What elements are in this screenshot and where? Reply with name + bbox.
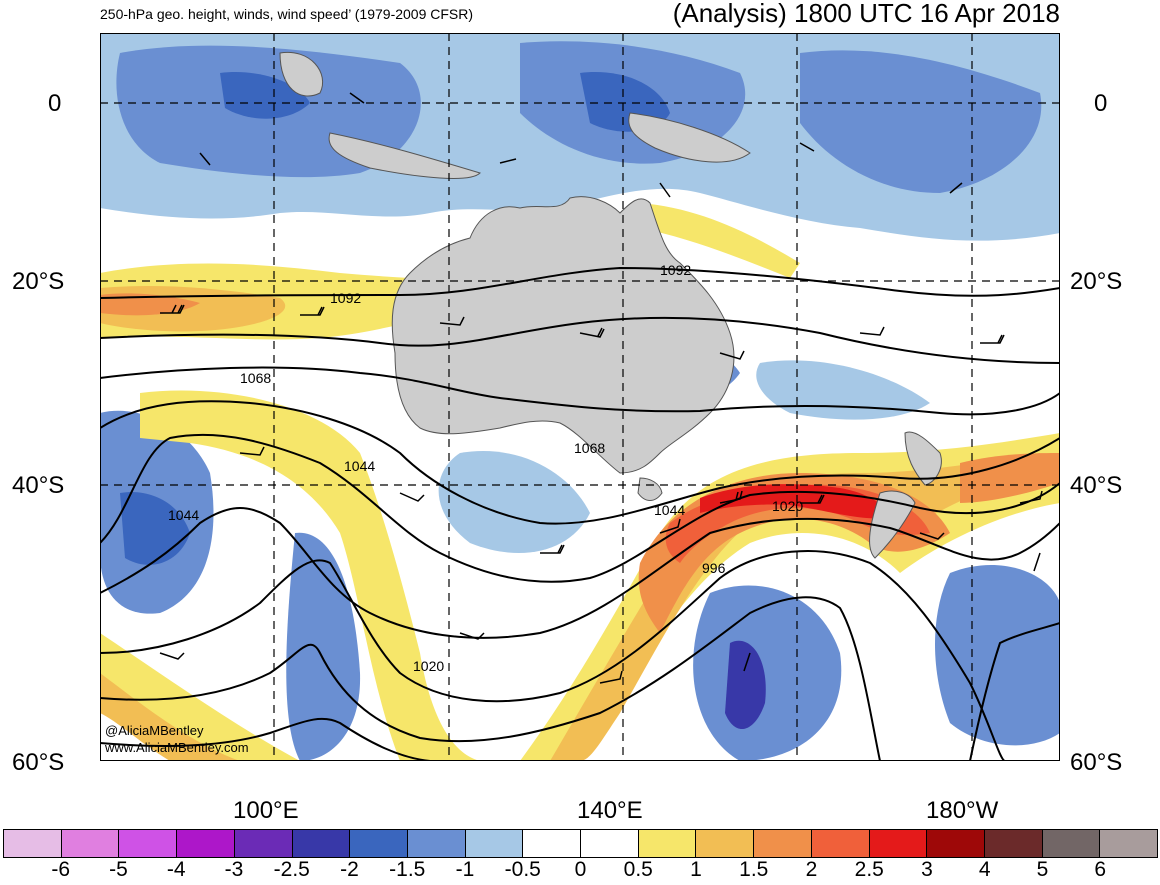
colorbar-segment bbox=[523, 830, 582, 857]
colorbar-segment bbox=[234, 830, 293, 857]
map-frame bbox=[100, 33, 1060, 761]
lat-label-left: 60°S bbox=[12, 749, 65, 776]
colorbar-segment bbox=[638, 830, 697, 857]
lat-label-right: 40°S bbox=[1070, 472, 1123, 499]
colorbar-segment bbox=[869, 830, 928, 857]
lon-label: 140°E bbox=[577, 797, 643, 824]
colorbar-tick-label: -5 bbox=[109, 858, 128, 881]
graticule bbox=[100, 33, 1060, 761]
colorbar-segment bbox=[292, 830, 351, 857]
colorbar-tick-label: 3 bbox=[921, 858, 933, 881]
chart-title: (Analysis) 1800 UTC 16 Apr 2018 bbox=[672, 0, 1060, 28]
colorbar-tick-label: 1.5 bbox=[739, 858, 769, 881]
lat-label-left: 40°S bbox=[12, 472, 65, 499]
wind-barbs bbox=[159, 92, 1043, 684]
contour-label: 1092 bbox=[330, 290, 361, 306]
colorbar-segment bbox=[4, 830, 62, 857]
colorbar-segment bbox=[177, 830, 235, 857]
lat-label-left: 20°S bbox=[12, 268, 65, 295]
land-masses bbox=[279, 51, 942, 559]
contour-label: 1068 bbox=[240, 370, 271, 386]
lat-label-right: 20°S bbox=[1070, 268, 1123, 295]
colorbar-segment bbox=[927, 830, 985, 857]
colorbar-segment bbox=[61, 830, 120, 857]
colorbar-segment bbox=[1042, 830, 1101, 857]
colorbar-tick-label: 5 bbox=[1036, 858, 1049, 881]
colorbar-tick-label: 0 bbox=[574, 858, 587, 881]
colorbar-tick-label: -2 bbox=[340, 858, 359, 881]
colorbar-tick-label: 1 bbox=[690, 858, 702, 881]
contour-label: 1044 bbox=[654, 502, 685, 518]
map-panel: 1092 1092 1068 1068 1044 1044 1044 1020 … bbox=[100, 33, 1060, 761]
height-contours bbox=[100, 266, 1060, 761]
contour-label: 1020 bbox=[772, 498, 803, 514]
colorbar-tick-label: -1 bbox=[455, 858, 475, 881]
colorbar-tick-label: 0.5 bbox=[623, 858, 653, 881]
credit-handle: @AliciaMBentley bbox=[105, 723, 204, 738]
lat-label-right: 60°S bbox=[1070, 749, 1123, 776]
colorbar-segment bbox=[119, 830, 178, 857]
contour-label: 1020 bbox=[413, 658, 444, 674]
contour-label: 996 bbox=[702, 560, 726, 576]
lon-label: 180°W bbox=[926, 797, 999, 824]
lat-label-left: 0 bbox=[48, 90, 62, 117]
colorbar-segment bbox=[754, 830, 812, 857]
colorbar-segment bbox=[350, 830, 408, 857]
lon-label: 100°E bbox=[233, 797, 299, 824]
colorbar-segment bbox=[811, 830, 870, 857]
contour-label: 1068 bbox=[574, 440, 605, 456]
colorbar-tick-label: -6 bbox=[51, 858, 71, 881]
colorbar-tick-label: -2.5 bbox=[273, 858, 310, 881]
lat-label-right: 0 bbox=[1094, 90, 1108, 117]
colorbar-tick-label: 4 bbox=[978, 858, 991, 881]
contour-label: 1044 bbox=[168, 507, 199, 523]
colorbar-tick-label: -1.5 bbox=[389, 858, 426, 881]
colorbar-tick-label: -0.5 bbox=[504, 858, 541, 881]
colorbar-tick-label: 2 bbox=[805, 858, 818, 881]
contour-label: 1092 bbox=[660, 262, 691, 278]
colorbar-tick-label: -4 bbox=[166, 858, 186, 881]
colorbar-segment bbox=[465, 830, 524, 857]
colorbar-segment bbox=[1100, 830, 1158, 857]
colorbar-segment bbox=[407, 830, 466, 857]
contour-label: 1044 bbox=[344, 458, 375, 474]
colorbar-segment bbox=[696, 830, 755, 857]
contour-label-group: 1092 1092 1068 1068 1044 1044 1044 1020 … bbox=[168, 262, 803, 674]
colorbar-segment bbox=[984, 830, 1043, 857]
colorbar-tick-label: 2.5 bbox=[854, 858, 884, 881]
colorbar bbox=[3, 829, 1158, 858]
colorbar-tick-label: 6 bbox=[1094, 858, 1107, 881]
colorbar-tick-label: -3 bbox=[224, 858, 244, 881]
map-svg: 1092 1092 1068 1068 1044 1044 1044 1020 … bbox=[100, 33, 1060, 761]
colorbar-segment bbox=[581, 830, 639, 857]
credit-website: www.AliciaMBentley.com bbox=[105, 740, 249, 755]
chart-subtitle: 250-hPa geo. height, winds, wind speed’ … bbox=[100, 6, 474, 22]
